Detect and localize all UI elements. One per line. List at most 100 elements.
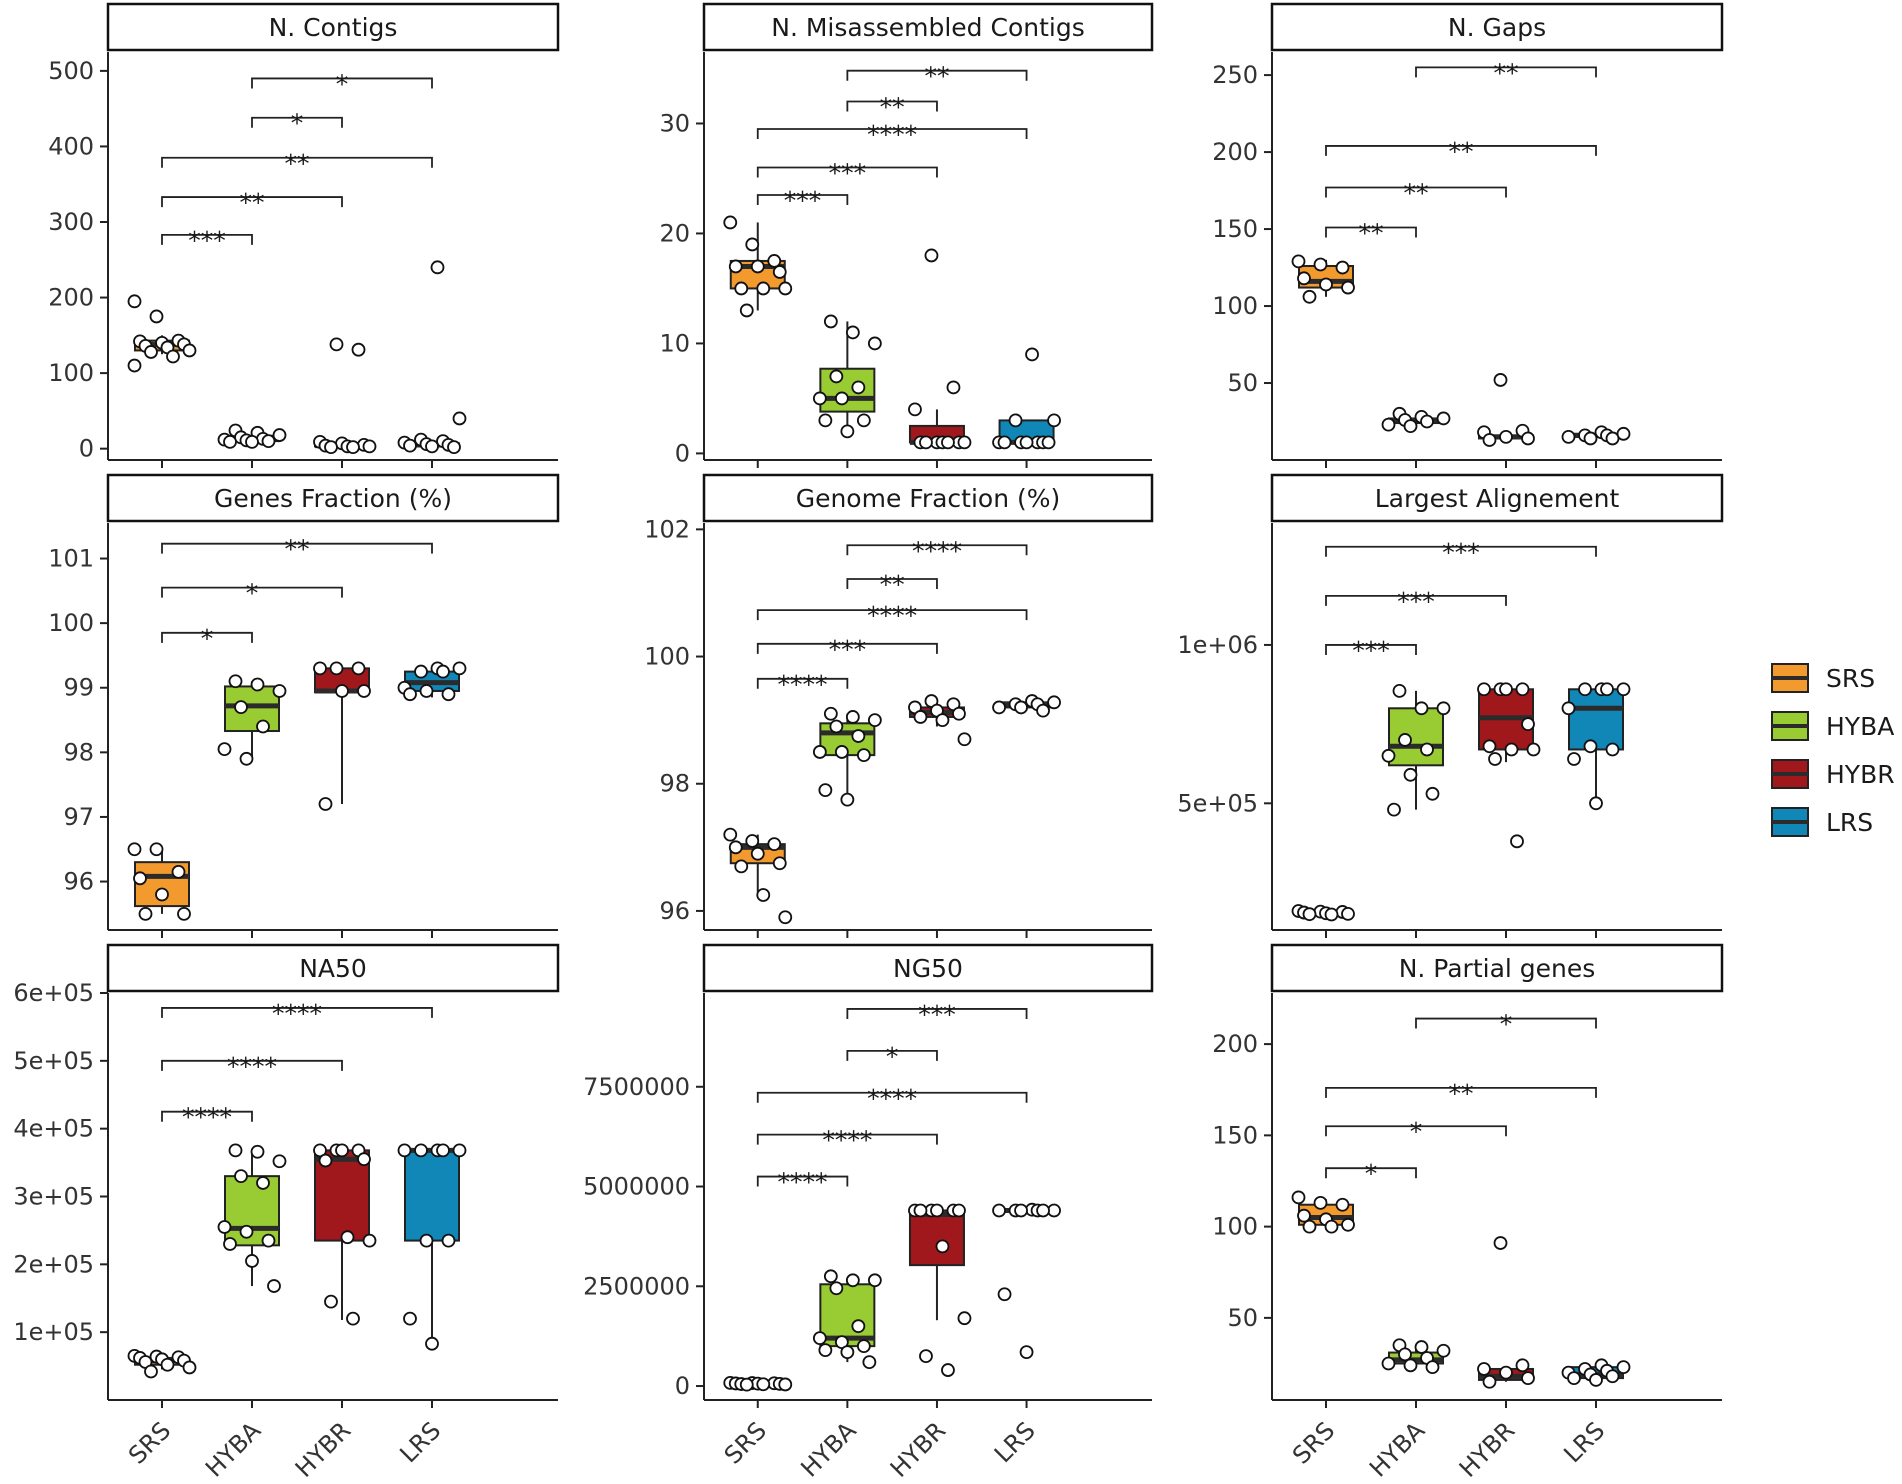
facet-strip: Largest Alignement [1270,473,1724,523]
y-tick-label: 0 [79,435,94,463]
data-point [160,1357,175,1372]
data-point [441,1233,456,1248]
data-point [1335,260,1350,275]
data-point [818,783,833,797]
box-body [224,685,280,733]
data-point [217,1220,232,1234]
significance-bracket: ** [161,188,343,217]
facet-title: N. Contigs [269,13,398,42]
data-point [1019,435,1034,450]
data-point [823,314,838,329]
y-tick-label: 97 [63,803,94,831]
data-point [840,792,855,807]
bracket-line [756,128,1028,139]
data-point [250,677,265,692]
significance-label: **** [272,999,322,1028]
y-tick-label: 101 [48,545,94,573]
data-point [362,1233,377,1248]
data-point [739,1377,754,1392]
data-point [772,856,787,871]
significance-bracket: *** [1325,538,1597,567]
data-point [234,1169,248,1184]
data-point [930,1203,944,1218]
data-point [1504,742,1519,757]
data-point [425,439,439,454]
data-point [723,827,738,842]
data-point [272,428,287,442]
data-point [952,706,966,721]
data-point [1567,1371,1581,1385]
data-point [1381,748,1396,763]
y-tick-label: 98 [63,738,94,766]
box-body [1388,707,1444,767]
bracket-line [846,544,1028,556]
data-point [1381,417,1396,432]
data-point [1521,1371,1535,1385]
significance-bracket: **** [161,999,433,1028]
x-tick-label: SRS [719,1416,772,1469]
significance-bracket: * [1325,1117,1507,1146]
data-point [908,402,922,417]
data-point [856,1339,871,1354]
facet-strip-box [106,943,560,993]
significance-label: ** [1404,178,1429,207]
data-point [324,440,338,455]
significance-bracket: ** [1325,1079,1597,1108]
panel-n-misassembled-contigs: N. Misassembled Contigs0102030**********… [659,2,1154,468]
data-point [734,281,749,296]
box-body [819,367,876,413]
y-tick-label: 500 [48,57,94,85]
data-point [1047,695,1061,710]
facet-strip-box [1270,473,1724,523]
data-point [1482,1374,1497,1389]
y-tick-label: 5e+05 [13,1047,94,1075]
significance-label: **** [867,120,917,149]
bracket-line [756,1175,849,1187]
y-tick-label: 1e+05 [13,1318,94,1346]
significance-label: **** [912,536,962,565]
data-point [329,661,344,676]
bracket-line [161,542,433,554]
data-point [935,1239,950,1254]
data-point [133,871,147,886]
data-point [851,1319,866,1334]
significance-label: * [336,69,349,98]
significance-label: *** [188,226,226,255]
data-point [1499,430,1513,444]
data-point [829,1281,844,1296]
data-point [1561,430,1576,444]
significance-label: ** [1449,137,1474,166]
data-point [357,684,371,698]
data-point [1313,257,1328,272]
data-point [1425,786,1440,801]
significance-label: *** [1352,636,1390,665]
data-point [840,424,855,439]
bracket-line [1325,145,1597,156]
data-point [256,719,270,734]
data-point [1302,1219,1317,1234]
data-point [239,751,254,766]
legend-label: SRS [1826,664,1875,693]
x-tick-label: LRS [1558,1416,1610,1468]
data-point [149,842,164,857]
data-point [272,684,287,698]
data-point [1488,752,1502,766]
data-point [919,435,933,450]
data-point [436,664,450,679]
bracket-line [846,100,938,112]
data-point [267,1279,281,1293]
significance-bracket: *** [756,635,938,664]
data-point [867,1273,882,1288]
legend-item-srs: SRS [1771,663,1875,693]
data-point [1420,414,1434,429]
data-point [127,358,142,373]
y-tick-label: 100 [48,609,94,637]
data-point [318,1153,333,1168]
data-point [1302,907,1317,922]
bracket-line [1325,226,1417,238]
panel-genome-fraction: Genome Fraction (%)9698100102***********… [644,473,1154,938]
data-point [867,713,882,728]
y-tick-label: 150 [1212,215,1258,243]
data-point [1036,1203,1050,1218]
legend-item-hyba: HYBA [1771,711,1894,741]
